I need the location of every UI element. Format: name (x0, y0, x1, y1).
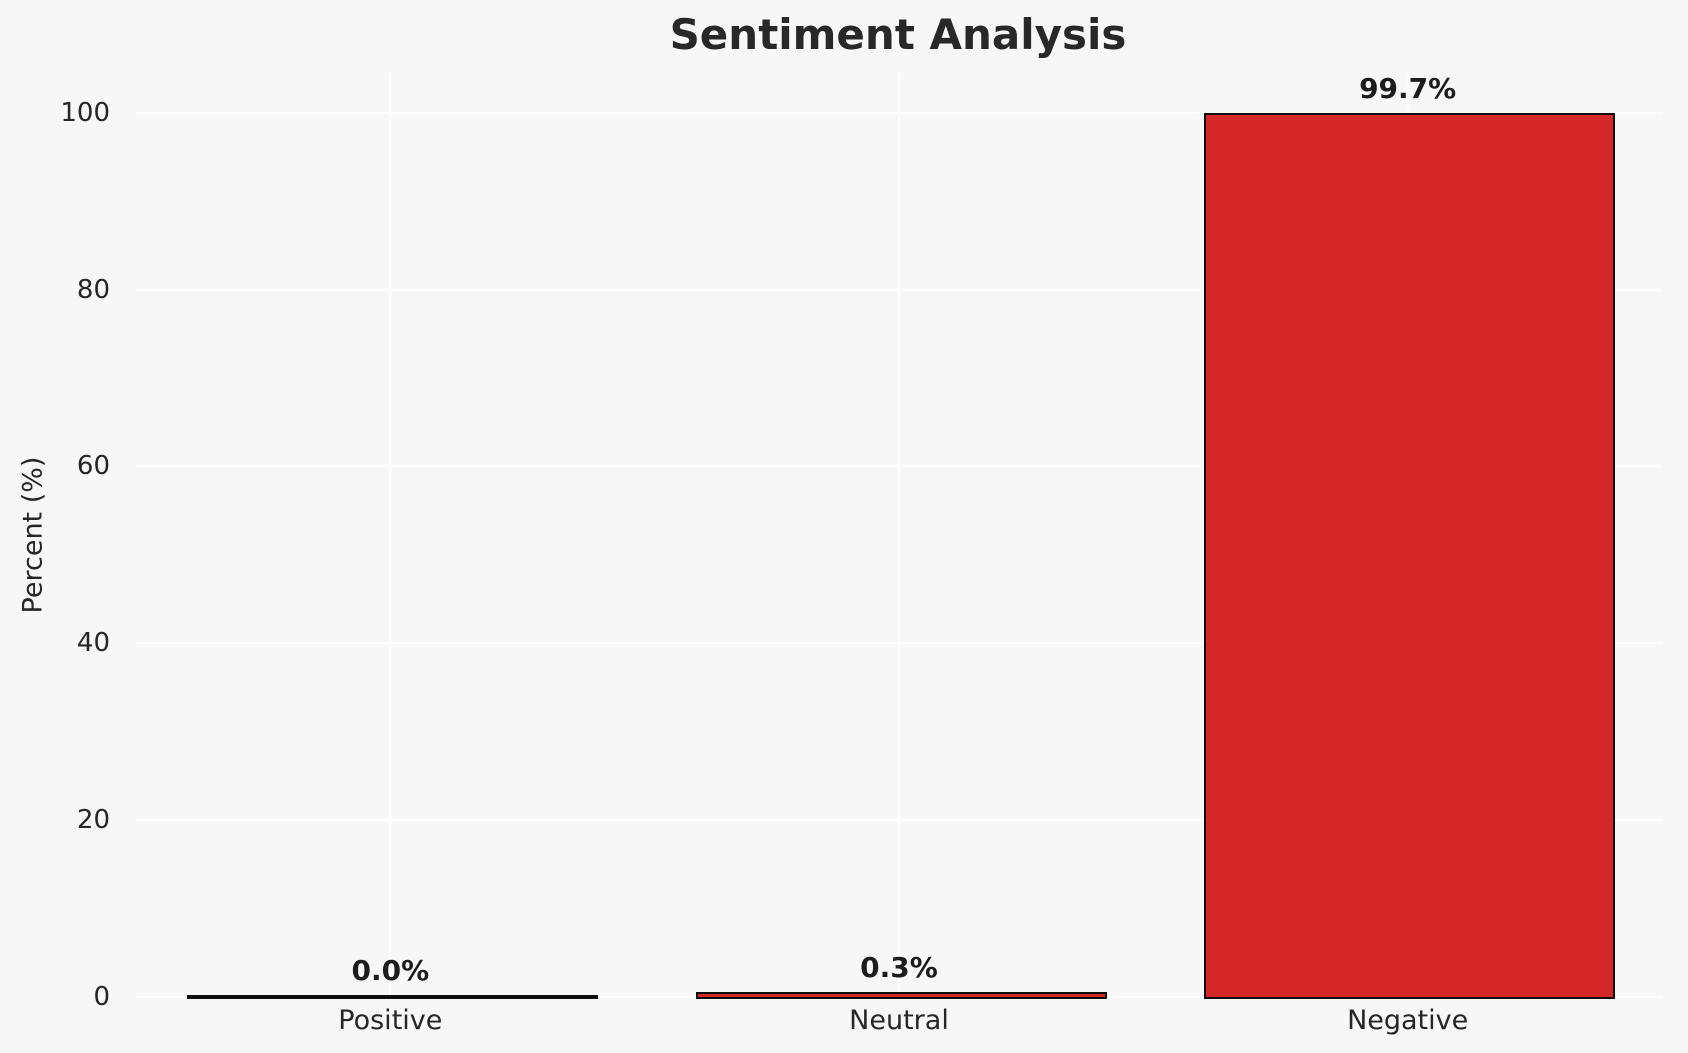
x-tick-label-negative: Negative (1347, 1005, 1469, 1036)
bar-value-label: 0.0% (351, 954, 430, 987)
bar-positive (186, 995, 598, 999)
y-tick-label: 40 (76, 628, 110, 659)
y-tick-label: 100 (60, 97, 110, 128)
bar-value-label: 99.7% (1359, 72, 1457, 106)
x-tick-label-neutral: Neutral (849, 1005, 949, 1036)
bar-neutral (695, 992, 1107, 999)
x-tick-label-positive: Positive (338, 1005, 443, 1036)
y-tick-label: 80 (76, 274, 110, 305)
y-tick-label: 0 (93, 982, 110, 1012)
gridline-v (389, 73, 392, 997)
y-tick-label: 20 (76, 805, 110, 836)
bar-negative (1204, 113, 1616, 999)
chart-title: Sentiment Analysis (669, 10, 1127, 59)
bar-value-label: 0.3% (860, 951, 938, 985)
plot-area: 0.0% 0.3% 99.7% (136, 72, 1662, 999)
y-tick-label: 60 (76, 451, 110, 482)
gridline-v (898, 73, 900, 997)
